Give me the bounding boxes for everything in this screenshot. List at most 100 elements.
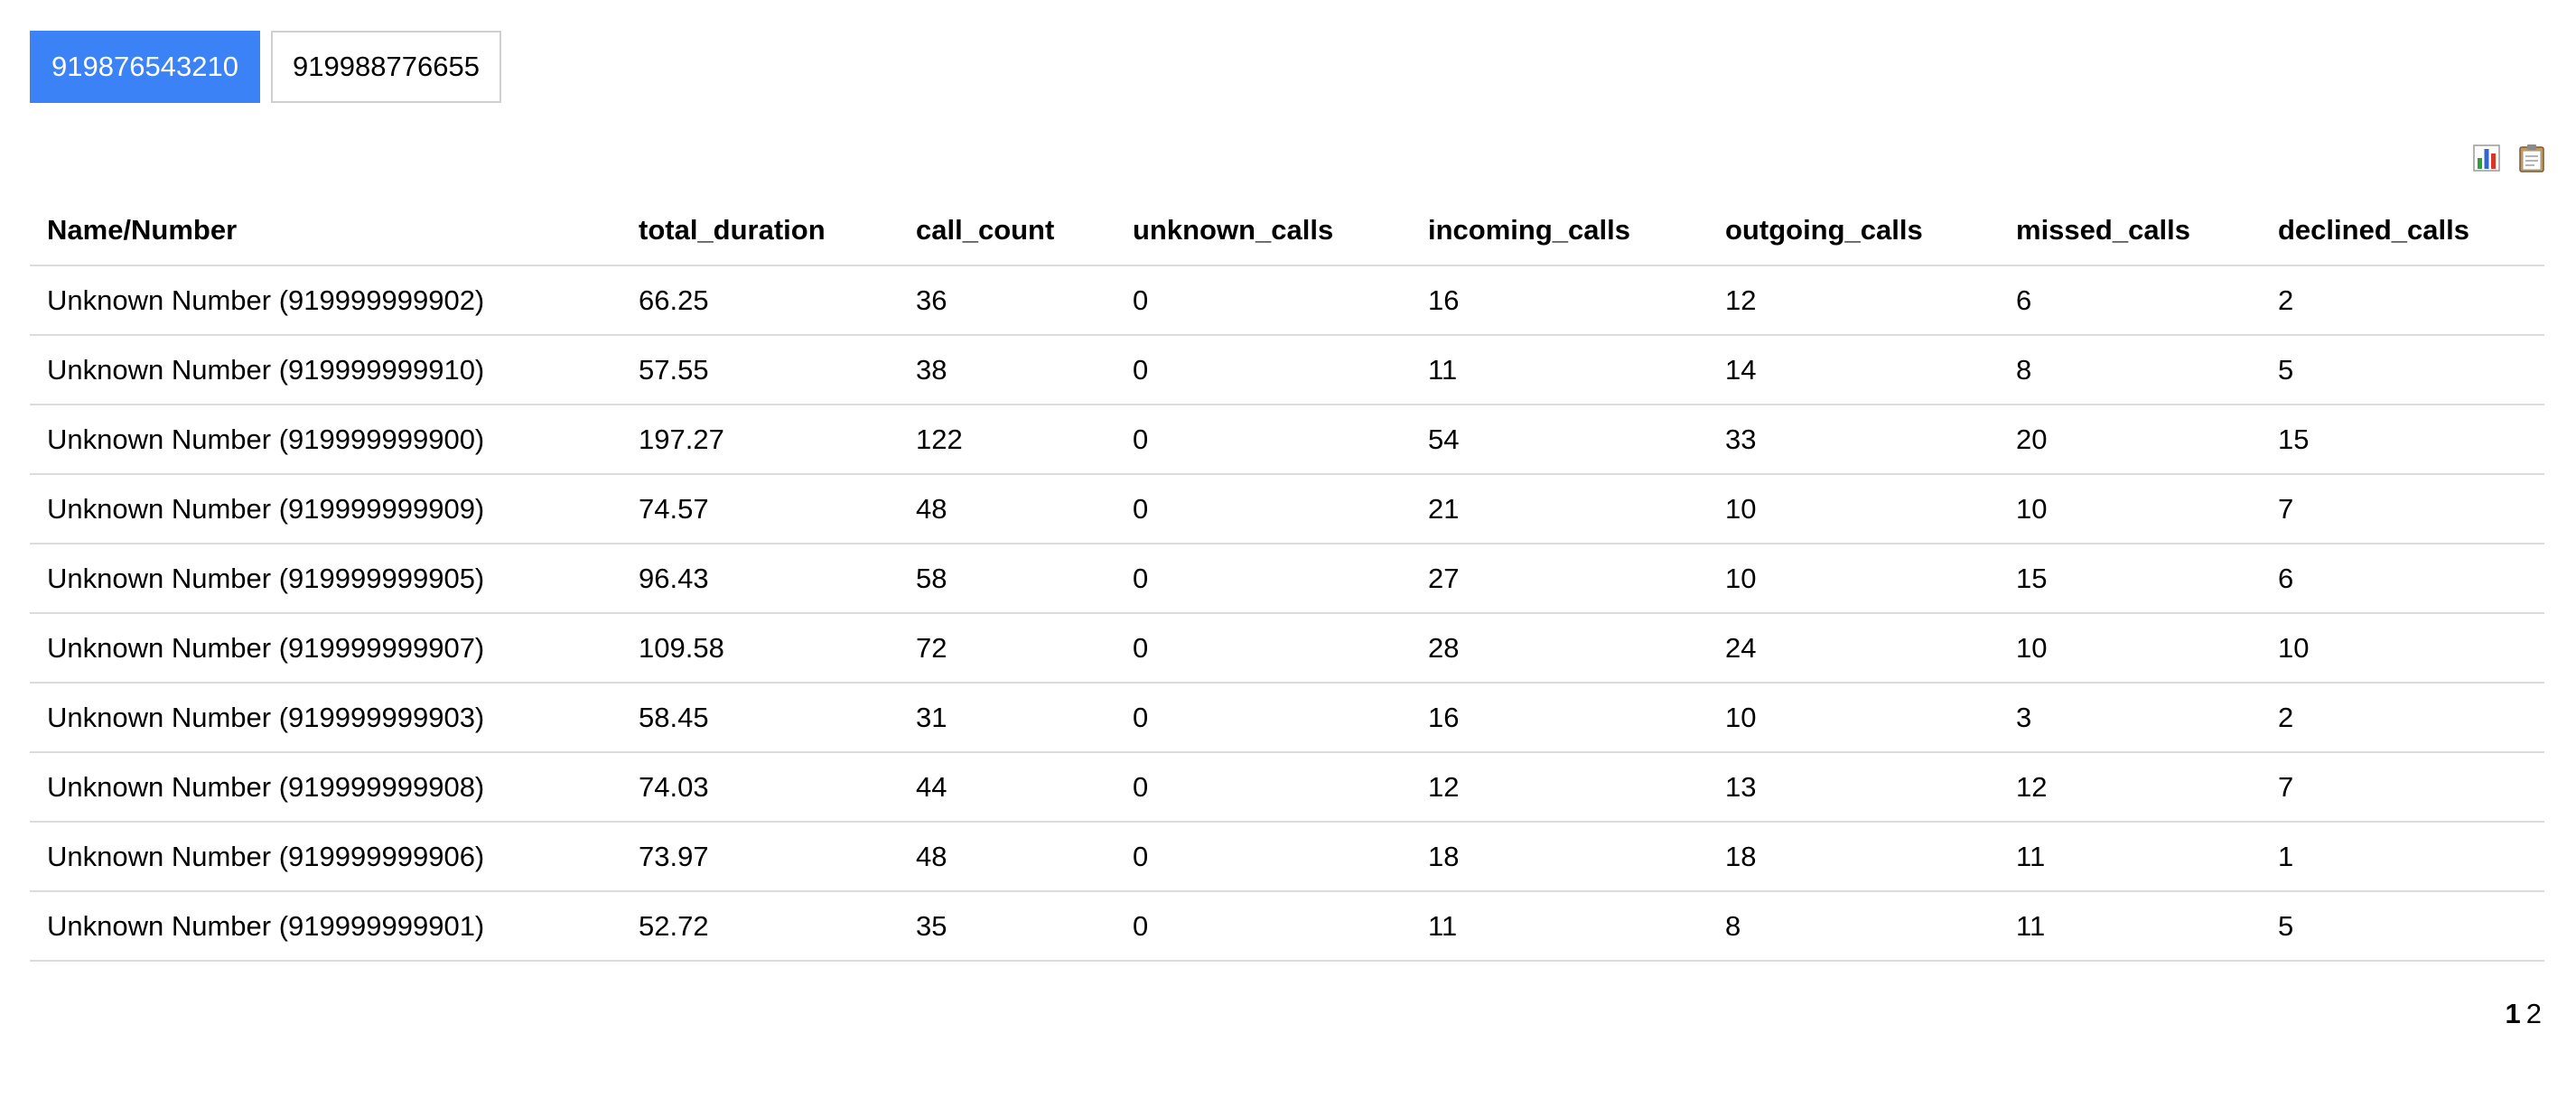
cell-unknown-calls: 0 [1115,683,1411,753]
cell-total-duration: 96.43 [621,544,899,614]
cell-total-duration: 74.03 [621,752,899,823]
cell-call-count: 31 [899,683,1115,753]
table-row: Unknown Number (919999999910) 57.55 38 0 11 1… [30,335,2544,405]
table-row: Unknown Number (919999999909) 74.57 48 0 21 1… [30,474,2544,544]
header-unknown-calls[interactable]: unknown_calls [1115,195,1411,266]
call-stats-table: Name/Number total_duration call_count un… [30,195,2544,962]
cell-total-duration: 73.97 [621,822,899,892]
number-tabs: 919876543210 919988776655 [30,31,501,103]
cell-call-count: 48 [899,474,1115,544]
cell-missed-calls: 8 [1999,335,2261,405]
table-row: Unknown Number (919999999900) 197.27 122 0 5… [30,405,2544,475]
cell-outgoing-calls: 8 [1708,891,1999,962]
cell-name-number: Unknown Number (919999999903) [30,683,621,753]
header-name-number[interactable]: Name/Number [30,195,621,266]
cell-name-number: Unknown Number (919999999907) [30,613,621,684]
cell-missed-calls: 11 [1999,822,2261,892]
cell-call-count: 72 [899,613,1115,684]
cell-unknown-calls: 0 [1115,474,1411,544]
table-tools [2473,144,2545,172]
cell-missed-calls: 15 [1999,544,2261,614]
cell-unknown-calls: 0 [1115,752,1411,823]
cell-declined-calls: 15 [2261,405,2544,475]
table-header-row: Name/Number total_duration call_count un… [30,195,2544,266]
cell-total-duration: 66.25 [621,265,899,336]
cell-call-count: 38 [899,335,1115,405]
cell-outgoing-calls: 12 [1708,265,1999,336]
cell-incoming-calls: 18 [1411,822,1708,892]
cell-unknown-calls: 0 [1115,405,1411,475]
table-row: Unknown Number (919999999903) 58.45 31 0 16 1… [30,683,2544,753]
cell-outgoing-calls: 10 [1708,474,1999,544]
cell-incoming-calls: 11 [1411,891,1708,962]
cell-name-number: Unknown Number (919999999908) [30,752,621,823]
cell-incoming-calls: 16 [1411,265,1708,336]
cell-incoming-calls: 54 [1411,405,1708,475]
header-total-duration[interactable]: total_duration [621,195,899,266]
cell-declined-calls: 10 [2261,613,2544,684]
cell-declined-calls: 2 [2261,683,2544,753]
page-link-2[interactable]: 2 [2525,998,2542,1029]
header-outgoing-calls[interactable]: outgoing_calls [1708,195,1999,266]
tab-919876543210[interactable]: 919876543210 [30,31,260,103]
cell-total-duration: 197.27 [621,405,899,475]
cell-name-number: Unknown Number (919999999906) [30,822,621,892]
cell-unknown-calls: 0 [1115,822,1411,892]
cell-missed-calls: 11 [1999,891,2261,962]
cell-total-duration: 57.55 [621,335,899,405]
table-row: Unknown Number (919999999907) 109.58 72 0 28… [30,613,2544,684]
cell-total-duration: 52.72 [621,891,899,962]
page-link-1[interactable]: 1 [2505,998,2521,1029]
cell-total-duration: 58.45 [621,683,899,753]
cell-outgoing-calls: 13 [1708,752,1999,823]
cell-total-duration: 109.58 [621,613,899,684]
header-call-count[interactable]: call_count [899,195,1115,266]
tab-919988776655[interactable]: 919988776655 [271,31,501,103]
cell-name-number: Unknown Number (919999999902) [30,265,621,336]
cell-unknown-calls: 0 [1115,613,1411,684]
cell-missed-calls: 12 [1999,752,2261,823]
cell-name-number: Unknown Number (919999999900) [30,405,621,475]
cell-incoming-calls: 12 [1411,752,1708,823]
cell-unknown-calls: 0 [1115,891,1411,962]
header-missed-calls[interactable]: missed_calls [1999,195,2261,266]
cell-missed-calls: 20 [1999,405,2261,475]
table-row: Unknown Number (919999999902) 66.25 36 0 16 1… [30,265,2544,336]
cell-unknown-calls: 0 [1115,544,1411,614]
cell-name-number: Unknown Number (919999999905) [30,544,621,614]
bar-chart-icon[interactable] [2473,144,2500,172]
cell-unknown-calls: 0 [1115,335,1411,405]
cell-outgoing-calls: 33 [1708,405,1999,475]
table-row: Unknown Number (919999999901) 52.72 35 0 11 8… [30,891,2544,962]
cell-missed-calls: 10 [1999,474,2261,544]
cell-declined-calls: 2 [2261,265,2544,336]
cell-call-count: 58 [899,544,1115,614]
cell-declined-calls: 5 [2261,891,2544,962]
table-row: Unknown Number (919999999905) 96.43 58 0 27 1… [30,544,2544,614]
cell-outgoing-calls: 10 [1708,544,1999,614]
cell-missed-calls: 3 [1999,683,2261,753]
cell-missed-calls: 10 [1999,613,2261,684]
cell-declined-calls: 7 [2261,752,2544,823]
cell-outgoing-calls: 18 [1708,822,1999,892]
cell-call-count: 44 [899,752,1115,823]
pagination: 1 2 [2506,998,2543,1030]
table-row: Unknown Number (919999999908) 74.03 44 0 12 1… [30,752,2544,823]
cell-missed-calls: 6 [1999,265,2261,336]
cell-incoming-calls: 21 [1411,474,1708,544]
header-declined-calls[interactable]: declined_calls [2261,195,2544,266]
cell-declined-calls: 7 [2261,474,2544,544]
cell-name-number: Unknown Number (919999999909) [30,474,621,544]
cell-unknown-calls: 0 [1115,265,1411,336]
cell-name-number: Unknown Number (919999999910) [30,335,621,405]
cell-call-count: 48 [899,822,1115,892]
cell-outgoing-calls: 14 [1708,335,1999,405]
cell-outgoing-calls: 24 [1708,613,1999,684]
cell-declined-calls: 5 [2261,335,2544,405]
cell-incoming-calls: 27 [1411,544,1708,614]
cell-call-count: 36 [899,265,1115,336]
cell-name-number: Unknown Number (919999999901) [30,891,621,962]
cell-incoming-calls: 16 [1411,683,1708,753]
clipboard-icon[interactable] [2518,144,2545,172]
header-incoming-calls[interactable]: incoming_calls [1411,195,1708,266]
